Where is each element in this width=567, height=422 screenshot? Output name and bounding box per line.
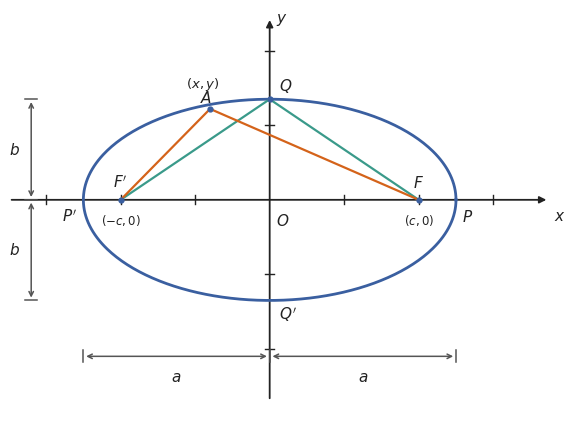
Text: $(-c, 0)$: $(-c, 0)$ <box>100 213 141 228</box>
Text: $a$: $a$ <box>358 370 368 385</box>
Text: $b$: $b$ <box>9 141 20 157</box>
Text: $P'$: $P'$ <box>62 209 78 225</box>
Text: $Q'$: $Q'$ <box>278 305 297 324</box>
Text: $(c, 0)$: $(c, 0)$ <box>404 213 434 228</box>
Text: $y$: $y$ <box>276 12 287 28</box>
Text: $A$: $A$ <box>200 90 213 106</box>
Text: $b$: $b$ <box>9 242 20 258</box>
Text: $Q$: $Q$ <box>278 77 292 95</box>
Text: $a$: $a$ <box>171 370 181 385</box>
Text: $x$: $x$ <box>555 209 566 224</box>
Text: $F'$: $F'$ <box>113 174 128 191</box>
Text: $F$: $F$ <box>413 175 424 191</box>
Text: $(x, y)$: $(x, y)$ <box>186 76 219 92</box>
Text: $P$: $P$ <box>462 209 473 225</box>
Text: $O$: $O$ <box>276 213 289 229</box>
